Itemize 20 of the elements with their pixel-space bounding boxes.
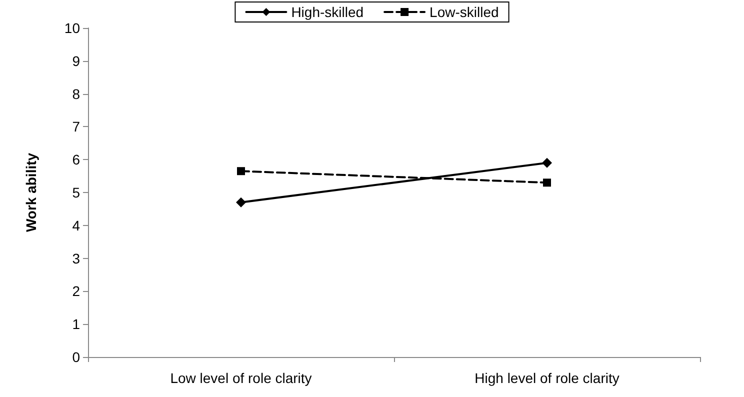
point (236, 197, 246, 208)
point (237, 167, 245, 176)
x-tick-label: Low level of role clarity (170, 370, 312, 386)
y-tick-label: 0 (72, 349, 80, 365)
legend-label: Low-skilled (430, 4, 499, 20)
y-axis-title: Work ability (23, 152, 39, 232)
y-tick-label: 1 (72, 316, 80, 332)
point (543, 178, 551, 187)
y-tick-label: 8 (72, 86, 80, 102)
x-tick-label: High level of role clarity (474, 370, 620, 386)
y-tick-label: 4 (72, 217, 80, 234)
y-tick-label: 3 (72, 250, 80, 266)
y-tick-label: 2 (72, 283, 80, 300)
y-tick-label: 5 (72, 184, 80, 200)
y-tick-label: 10 (64, 20, 80, 36)
y-tick-label: 9 (72, 52, 80, 69)
y-tick-label: 7 (72, 118, 80, 135)
y-tick-label: 6 (72, 152, 80, 168)
point (542, 158, 552, 168)
legend-label: High-skilled (291, 4, 364, 20)
